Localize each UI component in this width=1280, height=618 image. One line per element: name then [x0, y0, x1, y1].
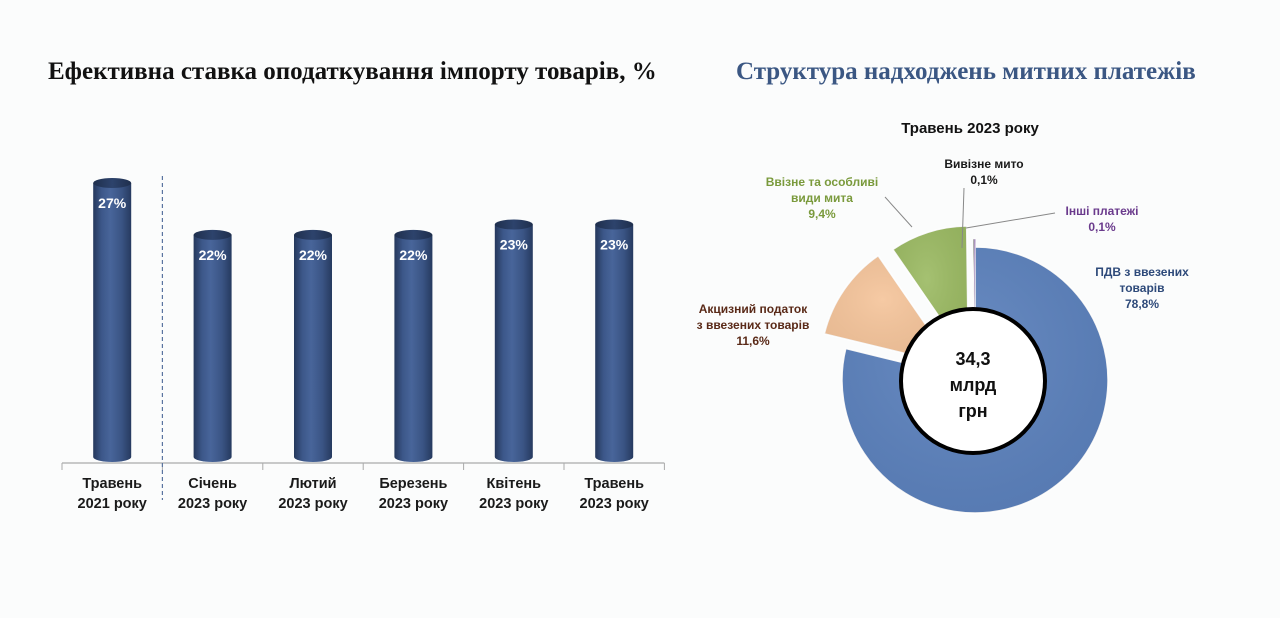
- pie-chart-title: Структура надходжень митних платежів: [736, 58, 1196, 85]
- bar: [494, 224, 533, 462]
- bar-top: [193, 229, 232, 240]
- slice-percent-label: 9,4%: [808, 207, 836, 221]
- bar: [294, 234, 332, 462]
- pie-center-total: 34,3: [955, 349, 990, 369]
- slice-name-label: Інші платежі: [1065, 204, 1138, 218]
- slice-name-label: товарів: [1120, 281, 1165, 295]
- slice-percent-label: 0,1%: [970, 173, 998, 187]
- bar-value-label: 23%: [500, 236, 529, 252]
- x-tick-label: 2021 року: [78, 496, 147, 512]
- bar-value-label: 22%: [399, 247, 428, 263]
- leader-line: [961, 187, 965, 249]
- x-tick-label: 2023 року: [479, 496, 548, 512]
- slice-name-label: Акцизний податок: [699, 302, 808, 316]
- bar: [394, 234, 433, 462]
- bar-top: [595, 219, 634, 230]
- x-tick-label: Травень: [584, 476, 644, 492]
- x-tick-label: Березень: [379, 476, 447, 492]
- bar-top: [494, 219, 533, 230]
- slice-name-label: з ввезених товарів: [697, 318, 810, 332]
- pie-center-total: грн: [958, 401, 987, 421]
- slice-name-label: види мита: [791, 191, 853, 205]
- pie-subtitle: Травень 2023 року: [901, 120, 1039, 137]
- pie-center-total: млрд: [950, 375, 997, 395]
- slice-percent-label: 0,1%: [1088, 220, 1116, 234]
- bar-top: [394, 229, 433, 240]
- x-tick-label: 2023 року: [580, 496, 649, 512]
- bar-chart: 27% Травень 2021 року 22% Січень 2023 року 22%…: [61, 176, 665, 512]
- x-tick-label: 2023 року: [379, 496, 448, 512]
- bar-value-label: 27%: [98, 195, 127, 211]
- slice-name-label: ПДВ з ввезених: [1095, 265, 1189, 279]
- bar-value-label: 23%: [600, 236, 629, 252]
- slice-name-label: Ввізне та особливі: [766, 175, 878, 189]
- pie-center-circle: [899, 307, 1047, 455]
- bar: [595, 224, 634, 462]
- bar-top: [294, 229, 332, 240]
- bar: [93, 183, 132, 462]
- x-tick-label: Квітень: [486, 476, 541, 492]
- bar-value-label: 22%: [299, 247, 328, 263]
- leader-line: [965, 212, 1056, 229]
- bar-chart-title: Ефективна ставка оподаткування імпорту т…: [48, 58, 657, 85]
- bar: [193, 234, 232, 462]
- leader-line: [884, 196, 913, 228]
- bar-top: [93, 178, 132, 189]
- x-tick-label: Лютий: [289, 476, 336, 492]
- slice-percent-label: 11,6%: [736, 334, 770, 348]
- x-tick-label: Травень: [82, 476, 142, 492]
- slice-percent-label: 78,8%: [1125, 297, 1159, 311]
- bar-value-label: 22%: [199, 247, 228, 263]
- slice-name-label: Вивізне мито: [944, 157, 1023, 171]
- x-tick-label: Січень: [188, 476, 237, 492]
- x-tick-label: 2023 року: [278, 496, 347, 512]
- pie-chart: Травень 2023 року ПДВ з ввезених товарів 78…: [697, 120, 1189, 514]
- x-tick-label: 2023 року: [178, 496, 247, 512]
